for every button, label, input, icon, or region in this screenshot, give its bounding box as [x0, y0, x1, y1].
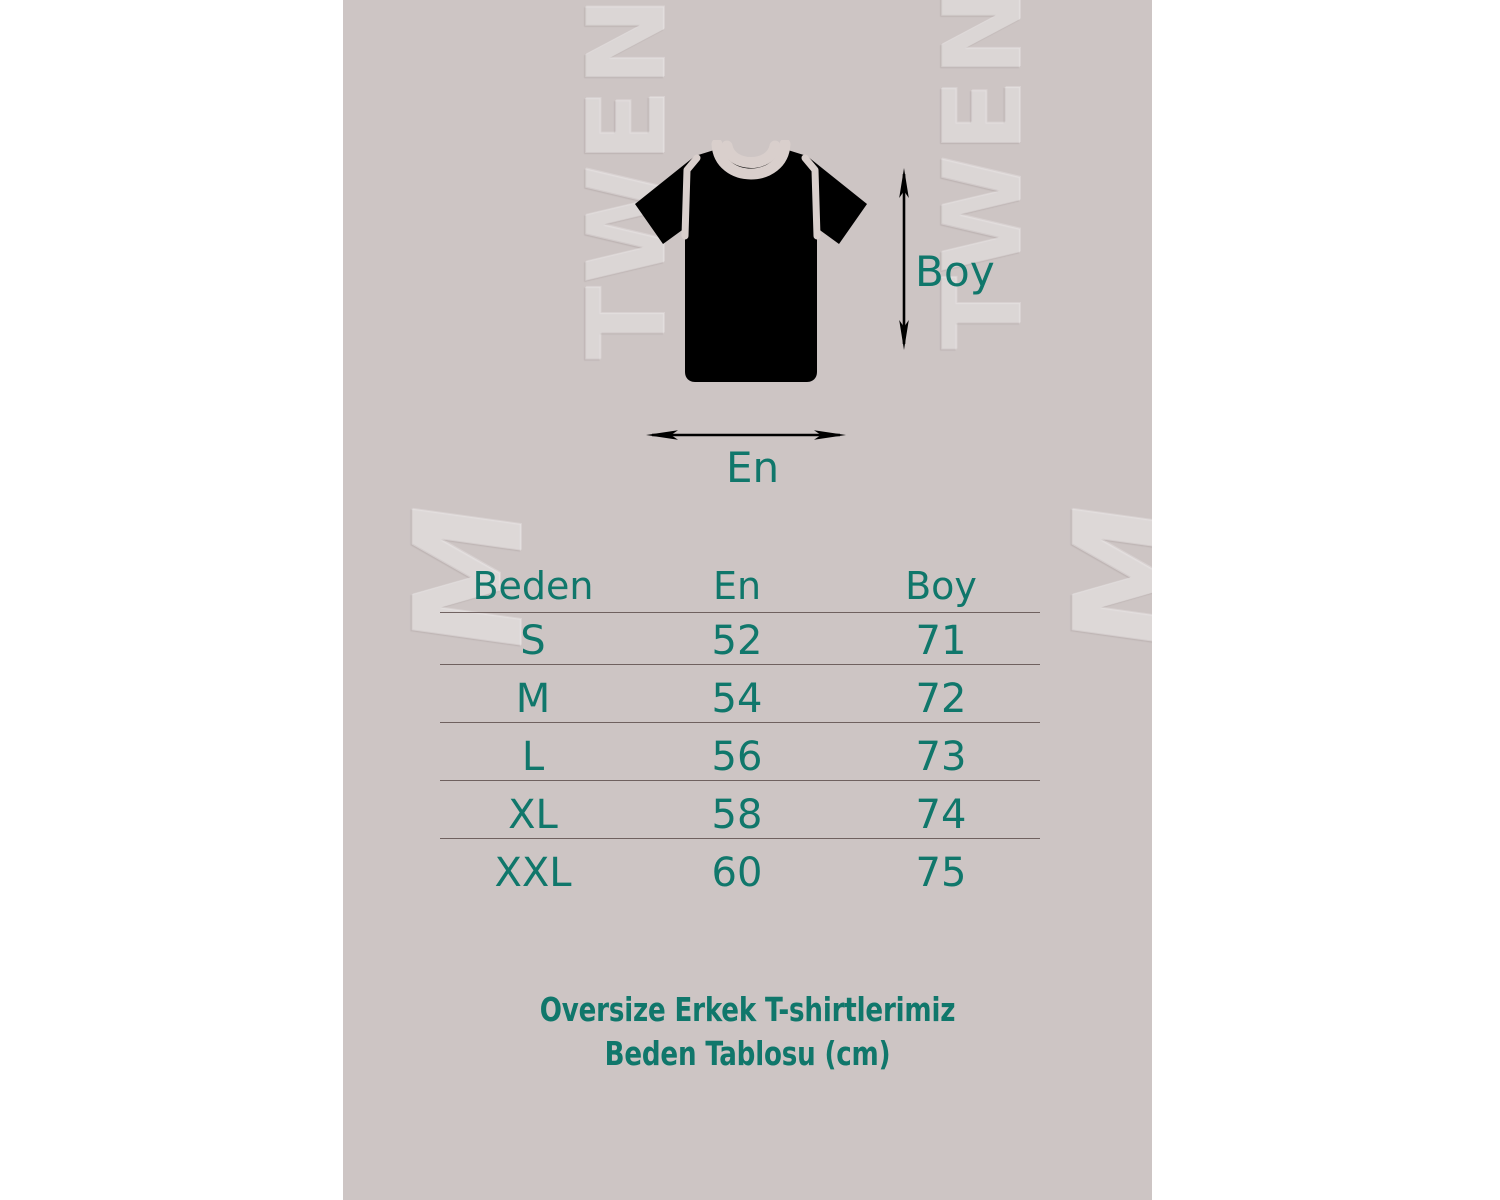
row-divider	[440, 612, 1040, 613]
size-table: Beden En Boy S 52 71 M 54 72 L 56 73 XL …	[431, 560, 1043, 902]
cell-size: S	[520, 618, 546, 664]
width-arrow-icon	[646, 430, 846, 440]
caption-line-2: Beden Tablosu (cm)	[604, 1034, 891, 1073]
size-chart-panel: TWENTY-ONE TWENTY-ONE M M Boy En Beden E…	[343, 0, 1152, 1200]
row-divider	[440, 780, 1040, 781]
cell-size: L	[521, 734, 545, 780]
column-header-beden: Beden	[472, 564, 594, 608]
cell-size: XL	[508, 792, 558, 838]
cell-size: M	[515, 676, 551, 722]
cell-width: 54	[711, 676, 763, 722]
watermark-brand-right: TWENTY-ONE	[921, 0, 1046, 350]
caption-line-1: Oversize Erkek T-shirtlerimiz	[539, 990, 956, 1029]
cell-height: 72	[915, 676, 967, 722]
column-header-en: En	[712, 564, 762, 608]
cell-height: 74	[915, 792, 967, 838]
table-row: M 54 72	[431, 670, 1043, 728]
cell-height: 75	[915, 850, 967, 896]
row-divider	[440, 664, 1040, 665]
table-header-row: Beden En Boy	[431, 560, 1043, 613]
watermark-letter-right: M	[1043, 487, 1152, 665]
height-label: Boy	[915, 247, 995, 296]
chart-caption: Oversize Erkek T-shirtlerimiz Beden Tabl…	[392, 988, 1104, 1076]
row-divider	[440, 838, 1040, 839]
cell-width: 58	[711, 792, 763, 838]
cell-width: 60	[711, 850, 763, 896]
table-row: L 56 73	[431, 728, 1043, 786]
row-divider	[440, 722, 1040, 723]
cell-width: 56	[711, 734, 763, 780]
table-row: XXL 60 75	[431, 844, 1043, 902]
cell-width: 52	[711, 618, 763, 664]
cell-height: 71	[915, 618, 967, 664]
column-header-boy: Boy	[905, 564, 977, 608]
tshirt-icon	[635, 140, 867, 382]
height-arrow-icon	[899, 168, 909, 350]
cell-size: XXL	[494, 850, 572, 896]
cell-height: 73	[915, 734, 967, 780]
table-row: XL 58 74	[431, 786, 1043, 844]
width-label: En	[726, 443, 780, 492]
table-row: S 52 71	[431, 612, 1043, 670]
